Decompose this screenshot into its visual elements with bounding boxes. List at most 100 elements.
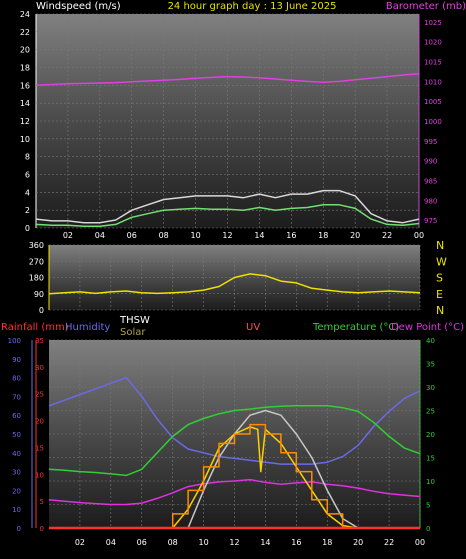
rain-tick-label: 15: [35, 444, 44, 452]
x-tick-label: 18: [322, 538, 332, 547]
temperature-tick-label: 0: [426, 525, 430, 533]
rain-tick-label: 20: [35, 418, 44, 426]
x-tick-label: 02: [75, 538, 85, 547]
temperature-tick-label: 15: [426, 455, 435, 463]
temperature-tick-label: 30: [426, 384, 435, 392]
x-tick-label: 22: [382, 231, 392, 240]
temperature-tick-label: 5: [426, 502, 430, 510]
x-tick-label: 08: [159, 231, 169, 240]
x-tick-label: 06: [137, 538, 147, 547]
barometer-tick-label: 1020: [424, 39, 442, 47]
wind-tick-label: 24: [20, 10, 30, 19]
humidity-tick-label: 100: [8, 337, 21, 345]
wind-tick-label: 18: [20, 64, 30, 73]
series-dew-point-c-: [48, 478, 421, 506]
x-tick-label: 04: [95, 231, 105, 240]
series-wind-direction: [48, 273, 421, 295]
x-tick-label: 10: [198, 538, 208, 547]
compass-label: E: [436, 288, 443, 301]
barometer-tick-label: 975: [424, 217, 437, 225]
barometer-axis-title: Barometer (mb): [386, 1, 466, 12]
wind-tick-label: 12: [20, 117, 30, 126]
temperature-axis-title: Temperature (°C): [312, 322, 399, 333]
rain-tick-label: 30: [35, 364, 44, 372]
x-tick-label: 16: [286, 231, 296, 240]
x-tick-label: 14: [260, 538, 270, 547]
temperature-tick-label: 40: [426, 337, 435, 345]
wind-tick-label: 8: [25, 153, 30, 162]
barometer-tick-label: 985: [424, 177, 437, 185]
barometer-tick-label: 995: [424, 138, 437, 146]
wind-tick-label: 2: [25, 206, 30, 215]
temperature-tick-label: 20: [426, 431, 435, 439]
series-barometer: [35, 73, 420, 87]
x-tick-label: 14: [254, 231, 264, 240]
x-tick-label: 00: [414, 231, 424, 240]
x-tick-label: 00: [415, 538, 425, 547]
wind-tick-label: 16: [20, 81, 30, 90]
humidity-axis-title: Humidity: [65, 322, 110, 333]
dew-point-axis-title: Dew Point (°C): [391, 322, 464, 333]
ticks-layer: 0246810121416182022249759809859909951000…: [8, 10, 447, 547]
temperature-tick-label: 10: [426, 478, 435, 486]
series-layer: [35, 73, 421, 530]
rain-tick-label: 10: [35, 471, 44, 479]
humidity-tick-label: 30: [12, 469, 21, 477]
compass-label: S: [436, 272, 443, 285]
wind-tick-label: 22: [20, 28, 30, 37]
direction-tick-label: 270: [29, 257, 44, 266]
rain-tick-label: 35: [35, 337, 44, 345]
wind-tick-label: 14: [20, 99, 30, 108]
x-tick-label: 02: [63, 231, 73, 240]
x-tick-label: 20: [353, 538, 363, 547]
direction-tick-label: 180: [29, 274, 44, 283]
wind-tick-label: 20: [20, 46, 30, 55]
x-tick-label: 12: [229, 538, 239, 547]
temperature-tick-label: 25: [426, 408, 435, 416]
series-humidity: [48, 376, 421, 465]
rain-tick-label: 5: [40, 498, 44, 506]
series-gust: [35, 189, 420, 224]
thsw-legend: THSW: [119, 315, 150, 326]
rainfall-axis-title: Rainfall (mm): [1, 322, 69, 333]
windspeed-axis-title: Windspeed (m/s): [36, 1, 121, 12]
direction-tick-label: 0: [39, 306, 44, 315]
humidity-tick-label: 10: [12, 506, 21, 514]
x-tick-label: 10: [190, 231, 200, 240]
compass-label: W: [436, 255, 447, 268]
series-temperature-c-: [48, 405, 421, 477]
barometer-tick-label: 980: [424, 197, 437, 205]
graph-title: 24 hour graph day : 13 June 2025: [168, 1, 337, 12]
barometer-tick-label: 1010: [424, 78, 442, 86]
x-tick-label: 12: [222, 231, 232, 240]
wind-tick-label: 0: [25, 224, 30, 233]
wind-tick-label: 10: [20, 135, 30, 144]
x-tick-label: 20: [350, 231, 360, 240]
compass-label: N: [436, 304, 444, 317]
humidity-tick-label: 70: [12, 393, 21, 401]
wind-tick-label: 4: [25, 188, 30, 197]
x-tick-label: 16: [291, 538, 301, 547]
wind-panel: [36, 14, 419, 228]
barometer-tick-label: 1025: [424, 19, 442, 27]
humidity-tick-label: 50: [12, 431, 21, 439]
humidity-tick-label: 0: [17, 525, 21, 533]
humidity-tick-label: 40: [12, 450, 21, 458]
rain-tick-label: 0: [40, 525, 44, 533]
humidity-tick-label: 20: [12, 487, 21, 495]
x-tick-label: 08: [168, 538, 178, 547]
x-tick-label: 22: [384, 538, 394, 547]
x-tick-label: 06: [127, 231, 137, 240]
solar-legend: Solar: [120, 327, 146, 338]
series-wind-speed: [35, 204, 420, 227]
x-tick-label: 18: [318, 231, 328, 240]
temperature-tick-label: 35: [426, 361, 435, 369]
barometer-tick-label: 1000: [424, 118, 442, 126]
direction-tick-label: 90: [34, 290, 44, 299]
wind-tick-label: 6: [25, 171, 30, 180]
direction-tick-label: 360: [29, 241, 44, 250]
x-tick-label: 04: [106, 538, 116, 547]
compass-label: N: [436, 239, 444, 252]
humidity-tick-label: 80: [12, 375, 21, 383]
